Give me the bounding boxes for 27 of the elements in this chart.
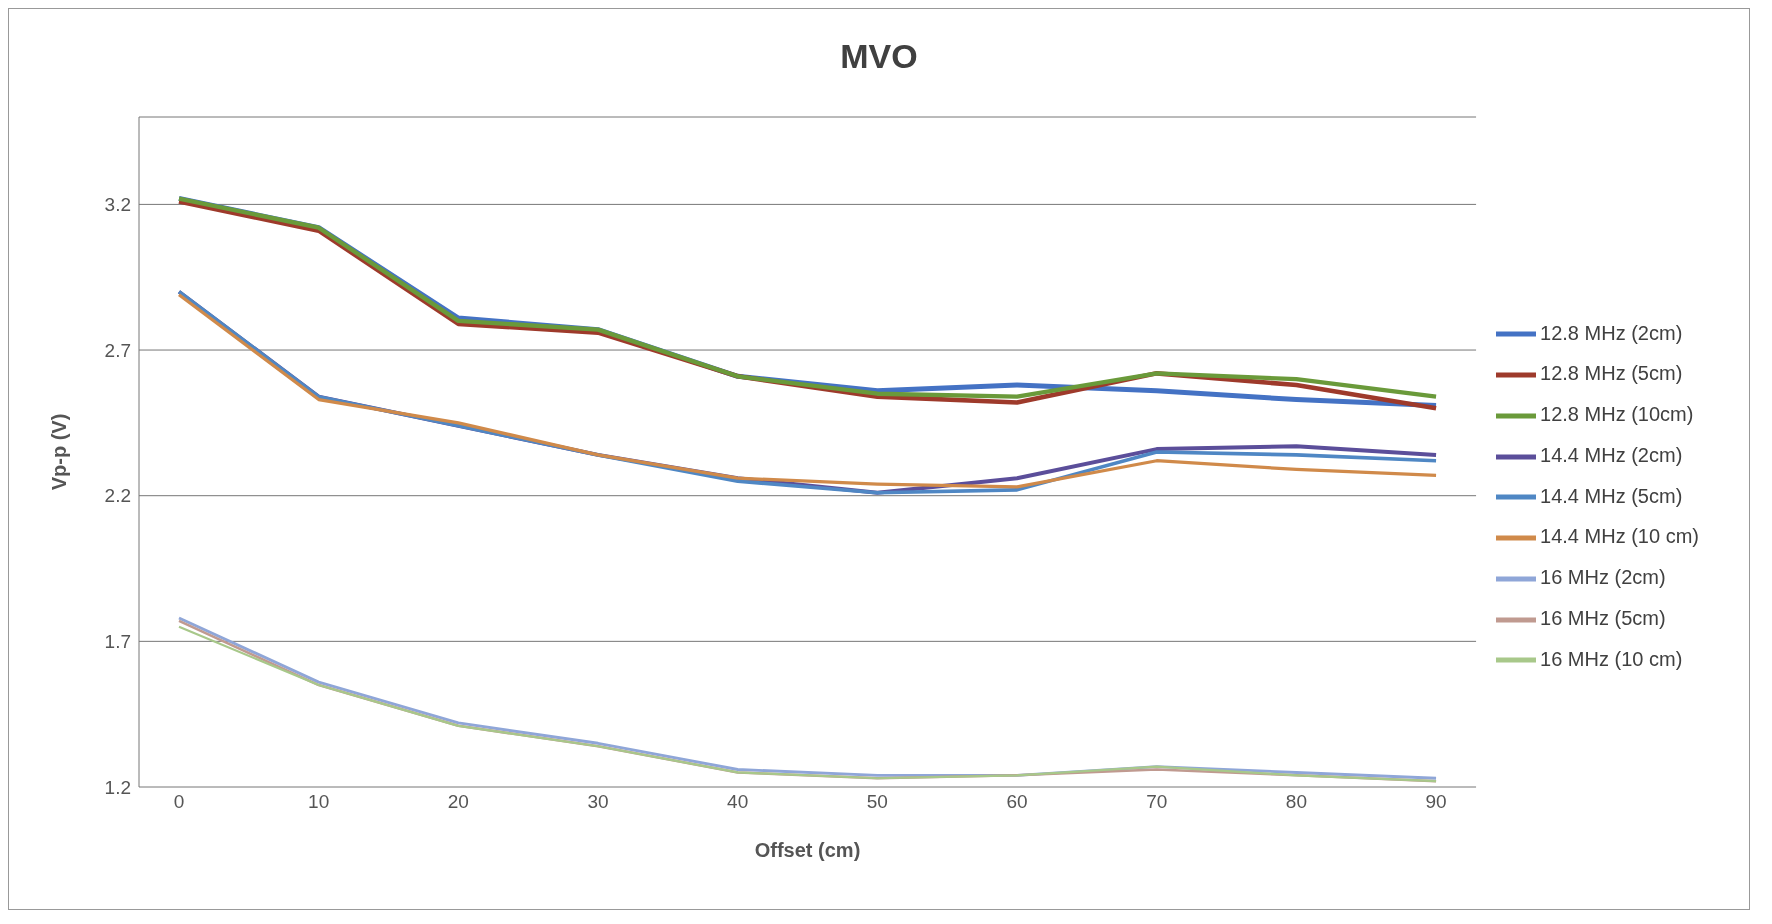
legend-label: 12.8 MHz (2cm) bbox=[1540, 321, 1683, 344]
x-tick-label: 40 bbox=[727, 791, 749, 813]
legend-label: 14.4 MHz (5cm) bbox=[1540, 484, 1683, 507]
x-axis-title: Offset (cm) bbox=[754, 839, 861, 861]
legend-label: 16 MHz (10 cm) bbox=[1540, 647, 1683, 670]
x-tick-label: 80 bbox=[1285, 791, 1307, 813]
x-tick-label: 0 bbox=[173, 791, 185, 813]
legend-label: 16 MHz (5cm) bbox=[1540, 606, 1666, 629]
x-tick-label: 90 bbox=[1425, 791, 1447, 813]
y-tick-label: 3.2 bbox=[104, 194, 131, 216]
y-tick-label: 1.2 bbox=[104, 776, 131, 798]
legend-label: 12.8 MHz (5cm) bbox=[1540, 362, 1683, 385]
x-tick-label: 30 bbox=[587, 791, 609, 813]
y-tick-label: 2.2 bbox=[104, 485, 131, 507]
x-tick-label: 60 bbox=[1006, 791, 1028, 813]
y-tick-label: 2.7 bbox=[104, 339, 131, 361]
legend-label: 16 MHz (2cm) bbox=[1540, 566, 1666, 589]
x-tick-label: 20 bbox=[447, 791, 469, 813]
y-tick-label: 1.7 bbox=[104, 631, 131, 653]
x-tick-label: 10 bbox=[308, 791, 330, 813]
x-tick-label: 50 bbox=[866, 791, 888, 813]
x-tick-label: 70 bbox=[1146, 791, 1168, 813]
chart-title: MVO bbox=[839, 36, 919, 77]
legend-label: 12.8 MHz (10cm) bbox=[1540, 403, 1694, 426]
legend-label: 14.4 MHz (10 cm) bbox=[1540, 525, 1699, 548]
y-axis-title: Vp-p (V) bbox=[48, 413, 71, 491]
legend-label: 14.4 MHz (2cm) bbox=[1540, 443, 1683, 466]
